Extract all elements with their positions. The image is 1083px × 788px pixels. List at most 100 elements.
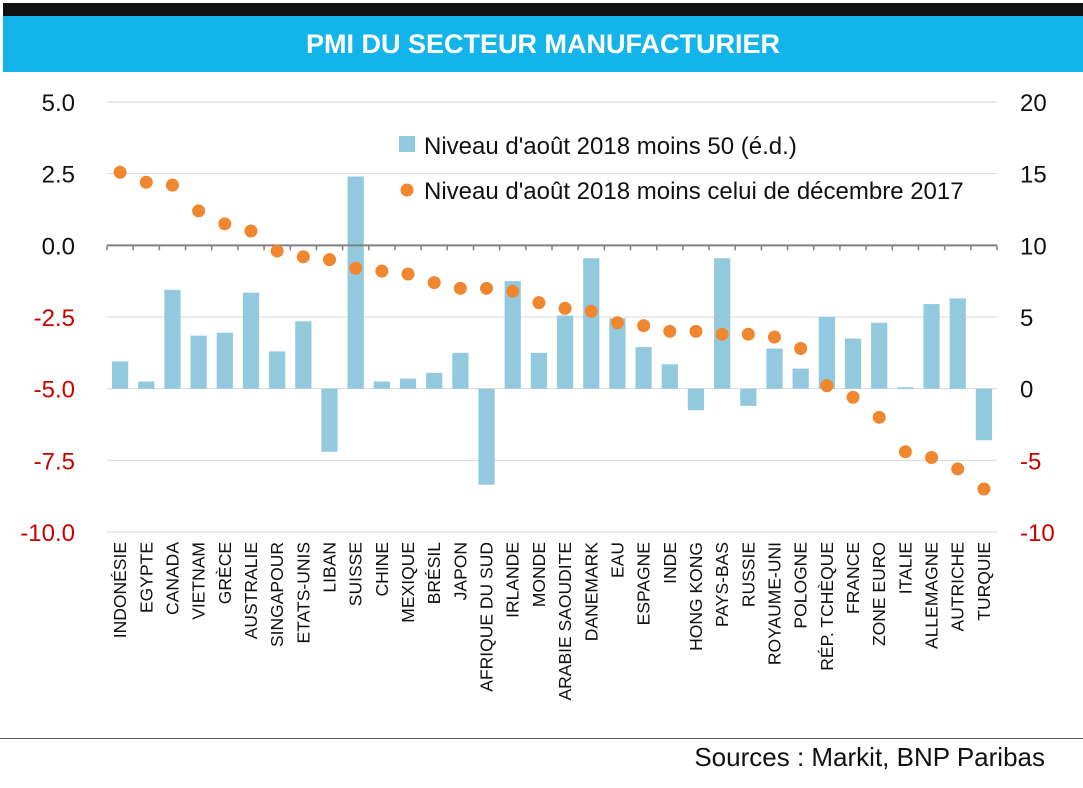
category-label: MEXIQUE	[398, 542, 418, 623]
bar	[844, 338, 862, 389]
left-tick-label: -10.0	[20, 520, 75, 547]
category-label: AUSTRALIE	[241, 542, 261, 639]
bar	[949, 298, 966, 389]
category-label: HONG KONG	[686, 542, 706, 651]
category-label: AFRIQUE DU SUD	[477, 542, 497, 692]
right-tick-label: -10	[1020, 520, 1055, 547]
bar	[766, 348, 783, 389]
bar	[556, 315, 574, 389]
right-tick-label: 15	[1020, 162, 1047, 189]
dot-point	[192, 204, 206, 218]
category-label: ITALIE	[895, 542, 915, 594]
left-tick-label: 5.0	[42, 90, 75, 117]
bar	[190, 335, 207, 389]
bar	[452, 352, 469, 389]
dot-point	[846, 390, 860, 404]
category-label: GRÈCE	[215, 542, 235, 604]
category-label: INDONÉSIE	[110, 542, 130, 638]
dot-point	[898, 445, 912, 459]
dot-point	[506, 284, 520, 298]
category-label: PAYS-BAS	[712, 542, 732, 627]
dot-point	[558, 301, 572, 315]
title-bar: PMI DU SECTEUR MANUFACTURIER	[3, 16, 1083, 72]
category-label: RÉP. TCHÈQUE	[817, 542, 837, 671]
right-tick-label: 10	[1020, 233, 1047, 260]
right-tick-label: 5	[1020, 305, 1033, 332]
source-note: Sources : Markit, BNP Paribas	[694, 742, 1045, 772]
bar	[897, 387, 914, 389]
bar	[295, 321, 312, 389]
category-label: INDE	[660, 542, 680, 584]
bar	[347, 176, 364, 389]
category-label: EAU	[607, 542, 627, 578]
dot-point	[270, 244, 284, 258]
dot-point	[977, 482, 991, 496]
bar	[269, 351, 286, 389]
bar	[740, 388, 757, 406]
right-tick-label: -5	[1020, 448, 1041, 475]
legend-bar-swatch	[399, 136, 415, 152]
category-label: TURQUIE	[974, 542, 994, 621]
left-tick-label: -7.5	[34, 448, 75, 475]
dot-point	[741, 327, 755, 341]
bar	[635, 347, 652, 389]
category-label: EGYPTE	[136, 542, 156, 613]
legend-dot-swatch	[400, 183, 414, 197]
dot-point	[584, 304, 598, 318]
left-tick-label: 2.5	[42, 162, 75, 189]
dot-point	[951, 462, 965, 476]
category-label: IRLANDE	[503, 542, 523, 618]
bar	[242, 292, 260, 389]
category-label: DANEMARK	[581, 542, 601, 642]
left-tick-label: -2.5	[34, 305, 75, 332]
bar	[792, 368, 809, 389]
category-label: POLOGNE	[791, 542, 811, 629]
bar	[138, 381, 155, 389]
bar	[426, 372, 443, 389]
bar	[478, 388, 495, 485]
dot-point	[113, 165, 127, 179]
bar	[714, 258, 731, 389]
dot-point	[663, 324, 677, 338]
pmi-chart: 5.0 20 2.5 15 0.0 10 -2.5 5 -5.0 0 -7.5 -5 -10.0 -10 I…	[20, 90, 1055, 701]
dot-point	[165, 178, 179, 192]
category-label: CHINE	[372, 542, 392, 596]
dot-point	[925, 450, 939, 464]
category-label: SINGAPOUR	[267, 542, 287, 647]
dot-point	[610, 316, 624, 330]
dot-point	[139, 175, 153, 189]
category-label: AUTRICHE	[948, 542, 968, 631]
category-label: LIBAN	[320, 542, 340, 593]
legend-dot-label: Niveau d'août 2018 moins celui de décemb…	[424, 178, 964, 205]
legend-bar-label: Niveau d'août 2018 moins 50 (é.d.)	[424, 133, 797, 160]
category-label: MONDE	[529, 542, 549, 607]
dot-point	[715, 327, 729, 341]
dot-point	[218, 217, 232, 231]
bar	[216, 332, 233, 389]
dot-point	[375, 264, 389, 278]
bar	[661, 364, 678, 389]
left-tick-label: -5.0	[34, 377, 75, 404]
left-tick-label: 0.0	[42, 233, 75, 260]
dot-point	[427, 276, 441, 290]
category-label: JAPON	[450, 542, 470, 600]
dot-point	[768, 330, 781, 344]
bar	[818, 317, 835, 389]
dot-point	[637, 319, 651, 333]
dot-point	[349, 261, 363, 275]
category-label: ETATS-UNIS	[293, 542, 313, 643]
bar	[164, 289, 181, 389]
top-border	[3, 3, 1083, 16]
bar	[923, 304, 940, 389]
bar	[583, 258, 600, 389]
dot-point	[453, 281, 467, 295]
category-label: ALLEMAGNE	[922, 542, 942, 649]
bar	[609, 318, 626, 389]
dot-point	[244, 224, 258, 238]
category-label: VIETNAM	[189, 542, 209, 620]
chart-title: PMI DU SECTEUR MANUFACTURIER	[305, 28, 780, 59]
category-label: FRANCE	[843, 542, 863, 614]
bar	[399, 378, 417, 389]
dot-point	[323, 253, 336, 267]
right-tick-label: 20	[1020, 90, 1047, 117]
